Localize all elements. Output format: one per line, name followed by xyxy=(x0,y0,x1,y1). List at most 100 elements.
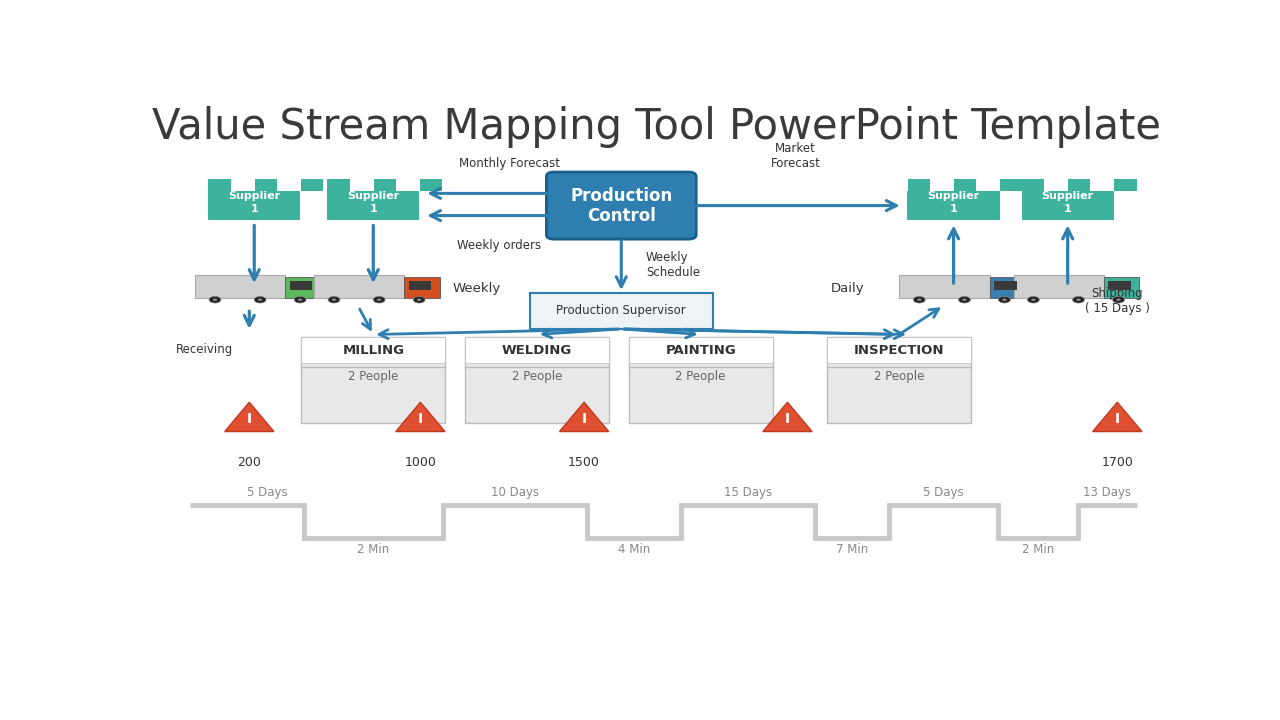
Circle shape xyxy=(417,299,421,301)
Text: 5 Days: 5 Days xyxy=(247,487,288,500)
Text: WELDING: WELDING xyxy=(502,343,572,356)
Text: MILLING: MILLING xyxy=(342,343,404,356)
Text: 15 Days: 15 Days xyxy=(724,487,772,500)
Text: Production Supervisor: Production Supervisor xyxy=(557,305,686,318)
Text: I: I xyxy=(1115,413,1120,426)
Circle shape xyxy=(298,299,302,301)
Circle shape xyxy=(1028,297,1039,303)
Text: 13 Days: 13 Days xyxy=(1083,487,1132,500)
FancyBboxPatch shape xyxy=(908,179,931,192)
FancyBboxPatch shape xyxy=(827,337,972,363)
Text: PAINTING: PAINTING xyxy=(666,343,736,356)
FancyBboxPatch shape xyxy=(408,281,431,290)
FancyBboxPatch shape xyxy=(1108,281,1130,290)
Circle shape xyxy=(212,299,218,301)
FancyBboxPatch shape xyxy=(1103,277,1139,297)
Text: 5 Days: 5 Days xyxy=(923,487,964,500)
Polygon shape xyxy=(396,402,445,431)
FancyBboxPatch shape xyxy=(547,172,696,239)
FancyBboxPatch shape xyxy=(209,179,230,192)
Circle shape xyxy=(1112,297,1124,303)
Text: 2 People: 2 People xyxy=(874,370,924,384)
FancyBboxPatch shape xyxy=(1114,179,1137,192)
FancyBboxPatch shape xyxy=(1021,192,1114,220)
Text: I: I xyxy=(581,413,586,426)
Circle shape xyxy=(328,297,340,303)
FancyBboxPatch shape xyxy=(1068,179,1091,192)
FancyBboxPatch shape xyxy=(954,179,977,192)
Polygon shape xyxy=(225,402,274,431)
FancyBboxPatch shape xyxy=(285,277,320,297)
Text: Production: Production xyxy=(570,186,672,204)
Circle shape xyxy=(1076,299,1080,301)
FancyBboxPatch shape xyxy=(404,277,439,297)
Polygon shape xyxy=(763,402,812,431)
Circle shape xyxy=(1032,299,1036,301)
Text: Weekly orders: Weekly orders xyxy=(457,239,541,252)
Text: 1700: 1700 xyxy=(1101,456,1133,469)
FancyBboxPatch shape xyxy=(1021,179,1044,192)
Text: Supplier
1: Supplier 1 xyxy=(1042,192,1093,215)
FancyBboxPatch shape xyxy=(420,179,442,192)
FancyBboxPatch shape xyxy=(301,179,323,192)
Text: 200: 200 xyxy=(237,456,261,469)
Circle shape xyxy=(374,297,385,303)
Text: 2 People: 2 People xyxy=(676,370,726,384)
FancyBboxPatch shape xyxy=(628,337,773,423)
Text: I: I xyxy=(417,413,422,426)
Text: Monthly Forecast: Monthly Forecast xyxy=(458,156,559,169)
Polygon shape xyxy=(559,402,609,431)
FancyBboxPatch shape xyxy=(301,337,445,423)
Circle shape xyxy=(255,297,266,303)
FancyBboxPatch shape xyxy=(989,277,1025,297)
FancyBboxPatch shape xyxy=(195,275,285,297)
Circle shape xyxy=(332,299,337,301)
Circle shape xyxy=(376,299,381,301)
Text: Supplier
1: Supplier 1 xyxy=(347,192,399,215)
Text: 7 Min: 7 Min xyxy=(836,543,869,556)
FancyBboxPatch shape xyxy=(530,293,713,329)
FancyBboxPatch shape xyxy=(900,275,989,297)
Text: 4 Min: 4 Min xyxy=(618,543,650,556)
Text: Value Stream Mapping Tool PowerPoint Template: Value Stream Mapping Tool PowerPoint Tem… xyxy=(151,106,1161,148)
Text: 2 People: 2 People xyxy=(512,370,562,384)
Text: 2 Min: 2 Min xyxy=(357,543,389,556)
Text: Shipping
( 15 Days ): Shipping ( 15 Days ) xyxy=(1085,287,1149,315)
Polygon shape xyxy=(1093,402,1142,431)
Text: Receiving: Receiving xyxy=(177,343,233,356)
FancyBboxPatch shape xyxy=(328,192,420,220)
Circle shape xyxy=(963,299,966,301)
Text: INSPECTION: INSPECTION xyxy=(854,343,945,356)
Text: 1000: 1000 xyxy=(404,456,436,469)
Circle shape xyxy=(959,297,970,303)
Text: Market
Forecast: Market Forecast xyxy=(771,142,820,169)
Text: I: I xyxy=(785,413,790,426)
FancyBboxPatch shape xyxy=(465,337,609,423)
Text: Supplier
1: Supplier 1 xyxy=(228,192,280,215)
Circle shape xyxy=(209,297,221,303)
FancyBboxPatch shape xyxy=(289,281,312,290)
FancyBboxPatch shape xyxy=(465,337,609,363)
FancyBboxPatch shape xyxy=(827,337,972,423)
FancyBboxPatch shape xyxy=(374,179,396,192)
Text: Weekly
Schedule: Weekly Schedule xyxy=(646,251,700,279)
FancyBboxPatch shape xyxy=(1000,179,1023,192)
Circle shape xyxy=(914,297,925,303)
Circle shape xyxy=(1002,299,1006,301)
Circle shape xyxy=(1073,297,1084,303)
Circle shape xyxy=(916,299,922,301)
FancyBboxPatch shape xyxy=(908,192,1000,220)
Circle shape xyxy=(998,297,1010,303)
Circle shape xyxy=(257,299,262,301)
Text: Weekly: Weekly xyxy=(453,282,500,295)
Text: 2 People: 2 People xyxy=(348,370,398,384)
Text: Control: Control xyxy=(586,207,655,225)
FancyBboxPatch shape xyxy=(255,179,276,192)
FancyBboxPatch shape xyxy=(209,192,301,220)
FancyBboxPatch shape xyxy=(1014,275,1103,297)
Text: I: I xyxy=(247,413,252,426)
FancyBboxPatch shape xyxy=(314,275,404,297)
Text: 2 Min: 2 Min xyxy=(1021,543,1053,556)
FancyBboxPatch shape xyxy=(993,281,1016,290)
Circle shape xyxy=(413,297,425,303)
